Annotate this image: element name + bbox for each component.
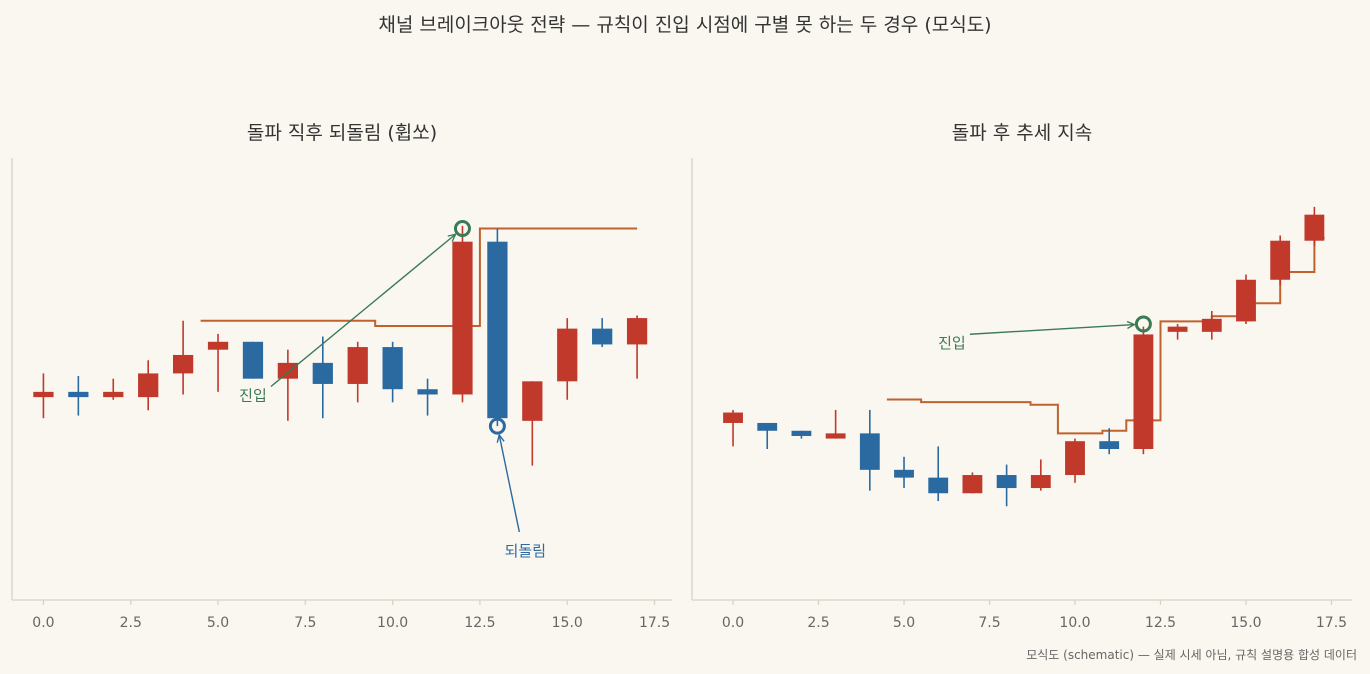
- entry-label: 진입: [938, 334, 966, 352]
- x-tick-label: 7.5: [294, 615, 316, 631]
- candle-body-down: [1099, 441, 1120, 449]
- entry-marker: [1134, 315, 1152, 333]
- candle-body-down: [996, 475, 1017, 489]
- candle-body-up: [1065, 441, 1085, 476]
- candle-body-down: [68, 391, 89, 398]
- entry-marker: [453, 220, 471, 238]
- trend-panel: 0.0 2.5 5.0 7.5 10.0 12.5 15.0 17.5 진입: [691, 158, 1352, 631]
- candle-body-down: [894, 469, 914, 478]
- x-tick-label: 0.0: [32, 615, 54, 631]
- candle-body-down: [592, 328, 613, 345]
- x-tick-label: 2.5: [120, 615, 142, 631]
- entry-arrow-head: [1126, 320, 1137, 330]
- x-tick-label: 10.0: [1059, 615, 1090, 631]
- candle-body-up: [207, 341, 229, 350]
- candle-body-up: [522, 381, 543, 421]
- channel-line: [886, 237, 1325, 435]
- right-chart-title: 돌파 후 추세 지속: [951, 122, 1093, 144]
- x-tick-label: 17.5: [639, 615, 670, 631]
- channel-line: [200, 227, 638, 327]
- candle-body-up: [1030, 475, 1051, 489]
- x-tick-label: 12.5: [464, 615, 495, 631]
- candle-body-up: [1201, 318, 1222, 332]
- candle-body-down: [487, 241, 508, 419]
- figure-title: 채널 브레이크아웃 전략 — 규칙이 진입 시점에 구별 못 하는 두 경우 (…: [378, 14, 992, 36]
- candle-body-up: [33, 391, 54, 398]
- x-tick-label: 15.0: [552, 615, 583, 631]
- candle-body-down: [312, 362, 333, 384]
- candle-body-up: [452, 241, 473, 395]
- left-chart-title: 돌파 직후 되돌림 (휩쏘): [246, 122, 438, 144]
- pullback-arrow: [498, 434, 521, 533]
- candle-body-down: [242, 341, 264, 379]
- entry-arrow-head: [447, 233, 457, 242]
- candle-body-up: [825, 433, 846, 439]
- candle-body-up: [557, 328, 578, 382]
- x-tick-label: 5.0: [893, 615, 915, 631]
- candle-body-up: [626, 318, 648, 345]
- x-tick-label: 2.5: [807, 615, 829, 631]
- pullback-arrow-head: [496, 433, 505, 443]
- candle-body-down: [859, 433, 880, 470]
- entry-label: 진입: [239, 386, 267, 404]
- candle-body-up: [1270, 240, 1291, 280]
- x-tick-label: 17.5: [1316, 615, 1347, 631]
- pullback-label: 되돌림: [505, 542, 546, 560]
- entry-arrow: [270, 233, 456, 388]
- x-tick-label: 5.0: [207, 615, 229, 631]
- entry-arrow: [969, 323, 1135, 335]
- pullback-marker: [488, 417, 506, 435]
- x-tick-label: 0.0: [722, 615, 744, 631]
- candle-body-up: [277, 362, 298, 379]
- candle-body-up: [1167, 326, 1188, 332]
- x-tick-label: 10.0: [377, 615, 408, 631]
- candle-body-down: [417, 389, 438, 395]
- candle-body-up: [1236, 279, 1256, 322]
- candle-body-up: [347, 347, 368, 384]
- candle-body-up: [723, 412, 743, 423]
- x-tick-label: 7.5: [978, 615, 1000, 631]
- candle-body-up: [1304, 214, 1325, 241]
- candle-body-down: [757, 422, 778, 431]
- candle-body-down: [791, 430, 812, 436]
- x-tick-label: 12.5: [1145, 615, 1176, 631]
- candle-body-up: [103, 391, 124, 398]
- x-tick-label: 15.0: [1230, 615, 1261, 631]
- candle-body-up: [172, 354, 194, 374]
- candle-body-up: [1133, 334, 1154, 449]
- candle-body-down: [928, 477, 949, 494]
- candle-body-up: [138, 373, 159, 398]
- candle-body-down: [382, 347, 403, 390]
- candle-body-up: [962, 475, 983, 494]
- footnote: 모식도 (schematic) — 실제 시세 아님, 규칙 설명용 합성 데이…: [1026, 648, 1357, 662]
